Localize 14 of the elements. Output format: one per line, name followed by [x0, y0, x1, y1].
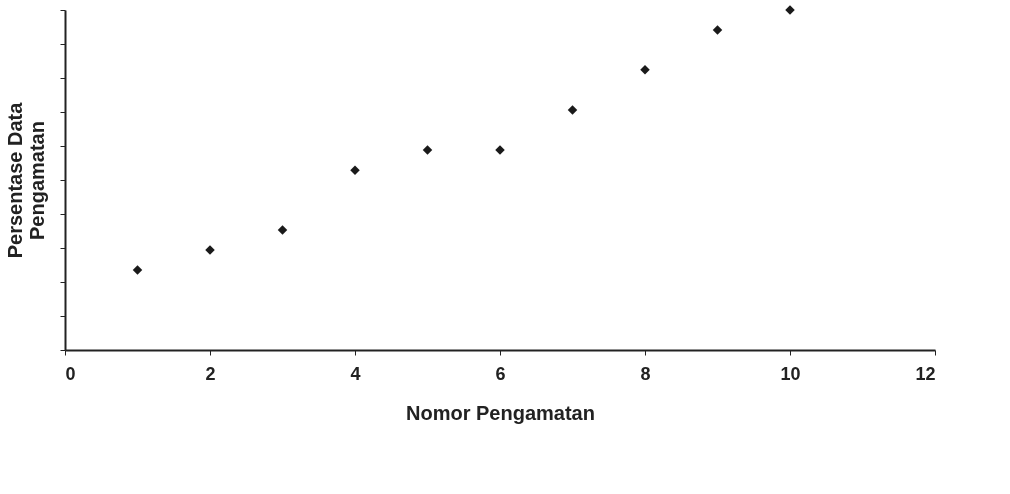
y-axis-title: Persentase Data Pengamatan — [4, 101, 48, 259]
point — [132, 265, 143, 275]
x-tick-label: 4 — [350, 363, 361, 384]
x-tick-label: 12 — [915, 363, 936, 384]
point — [277, 225, 288, 235]
point — [567, 105, 578, 115]
x-axis-title: Nomor Pengamatan — [406, 401, 595, 424]
x-tick-label: 8 — [640, 363, 651, 384]
x-tick-label: 2 — [205, 363, 216, 384]
x-tick-label: 0 — [65, 363, 76, 384]
x-tick-label: 6 — [495, 363, 506, 384]
x-tick-label: 10 — [780, 363, 801, 384]
point — [712, 25, 723, 35]
point — [422, 145, 433, 155]
